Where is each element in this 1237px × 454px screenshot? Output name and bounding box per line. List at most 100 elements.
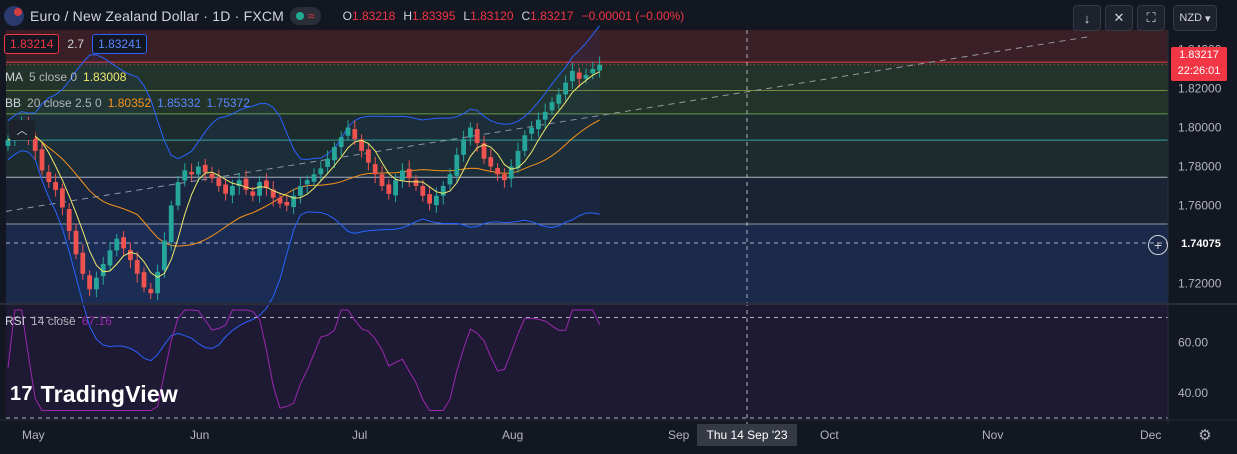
candle-body bbox=[413, 179, 419, 186]
tradingview-logo[interactable]: 17 TradingView bbox=[10, 381, 178, 407]
symbol-header: Euro / New Zealand Dollar · 1D · FXCM ≈ … bbox=[4, 5, 684, 27]
candle-body bbox=[311, 174, 317, 182]
symbol-title[interactable]: Euro / New Zealand Dollar · 1D · FXCM bbox=[30, 8, 285, 24]
candle-body bbox=[400, 170, 405, 181]
candle-body bbox=[379, 174, 385, 186]
market-status-pill[interactable]: ≈ bbox=[290, 7, 321, 25]
candle-body bbox=[148, 288, 154, 294]
candle-body bbox=[515, 150, 521, 169]
candle-body bbox=[87, 275, 92, 290]
rsi-tick-label: 60.00 bbox=[1178, 336, 1208, 350]
candle-body bbox=[196, 166, 201, 175]
zone-slate bbox=[6, 177, 1168, 225]
rsi-legend[interactable]: RSI 14 close 67.16 bbox=[5, 314, 112, 328]
gear-icon[interactable]: ⚙ bbox=[1198, 427, 1212, 444]
candle-body bbox=[420, 186, 426, 196]
candle-body bbox=[474, 129, 480, 144]
candle-body bbox=[536, 119, 541, 130]
candle-body bbox=[597, 64, 602, 71]
time-tick-label: Dec bbox=[1140, 428, 1161, 442]
candle-body bbox=[549, 102, 555, 111]
candle-body bbox=[39, 149, 45, 171]
ask-button[interactable]: 1.83241 bbox=[92, 34, 148, 54]
axes: 1.840001.820001.800001.780001.760001.720… bbox=[0, 30, 1237, 442]
bb-legend[interactable]: BB 20 close 2.5 0 1.80352 1.85332 1.7537… bbox=[5, 96, 250, 110]
candle-body bbox=[590, 69, 596, 74]
candle-body bbox=[230, 186, 235, 196]
candle-body bbox=[556, 94, 562, 104]
arrow-down-icon[interactable]: ↓ bbox=[1073, 5, 1101, 31]
market-open-icon bbox=[296, 12, 305, 20]
rsi-tick-label: 40.00 bbox=[1178, 386, 1208, 400]
zone-top bbox=[6, 30, 1168, 63]
candle-body bbox=[162, 240, 167, 271]
candle-body bbox=[332, 147, 337, 161]
candle-body bbox=[576, 72, 582, 79]
candle-body bbox=[73, 230, 79, 255]
last-price-label: 1.83217 22:26:01 bbox=[1171, 47, 1227, 81]
rsi-line bbox=[7, 309, 601, 411]
candle-body bbox=[542, 111, 548, 120]
time-tick-label: Aug bbox=[502, 428, 523, 442]
candle-body bbox=[583, 74, 589, 79]
currency-select[interactable]: NZD ▾ bbox=[1173, 5, 1217, 31]
candle-body bbox=[141, 272, 147, 288]
candle-body bbox=[53, 182, 58, 190]
candle-body bbox=[250, 191, 256, 196]
candle-body bbox=[60, 188, 65, 208]
candle-body bbox=[270, 189, 276, 198]
candle-body bbox=[66, 209, 72, 231]
chevron-up-icon: ︿ bbox=[16, 125, 28, 137]
candle-body bbox=[5, 140, 11, 147]
candle-body bbox=[468, 127, 473, 138]
candle-body bbox=[264, 180, 269, 188]
candle-body bbox=[202, 164, 208, 173]
ma-legend[interactable]: MA 5 close 0 1.83008 bbox=[5, 70, 127, 84]
candle-body bbox=[386, 184, 392, 194]
candlesticks bbox=[5, 56, 602, 301]
candle-body bbox=[182, 170, 188, 181]
candle-body bbox=[495, 168, 500, 175]
candle-body bbox=[134, 260, 140, 274]
candle-body bbox=[570, 70, 575, 82]
candle-body bbox=[345, 127, 351, 136]
candle-body bbox=[175, 182, 181, 206]
candle-body bbox=[80, 252, 86, 274]
collapse-arrows-icon[interactable]: ✕ bbox=[1105, 5, 1133, 31]
candle-body bbox=[298, 186, 303, 196]
candle-body bbox=[243, 178, 249, 190]
chart-toolbar: ↓ ✕ ⛶ bbox=[1073, 5, 1165, 31]
fullscreen-icon[interactable]: ⛶ bbox=[1137, 5, 1165, 31]
candle-body bbox=[121, 237, 126, 249]
bb-basis-line bbox=[7, 119, 600, 247]
candle-body bbox=[502, 174, 507, 181]
candle-body bbox=[481, 143, 487, 159]
candle-body bbox=[236, 180, 242, 186]
zone-blue bbox=[6, 224, 1168, 303]
time-tick-label: Nov bbox=[982, 428, 1003, 442]
candle-body bbox=[216, 178, 222, 186]
collapse-legend-button[interactable]: ︿ bbox=[9, 120, 35, 140]
candle-body bbox=[563, 82, 568, 95]
time-tick-label: Oct bbox=[820, 428, 839, 442]
candle-body bbox=[209, 173, 215, 179]
quote-panel: 1.83214 2.7 1.83241 bbox=[4, 34, 148, 54]
price-tick-label: 1.76000 bbox=[1178, 199, 1222, 213]
price-tick-label: 1.82000 bbox=[1178, 82, 1222, 96]
candle-body bbox=[372, 164, 378, 175]
chevron-down-icon: ▾ bbox=[1205, 12, 1211, 25]
candle-body bbox=[277, 197, 283, 204]
zone-green bbox=[6, 62, 1168, 114]
price-change: −0.00001 (−0.00%) bbox=[581, 9, 685, 23]
bb-lower-line bbox=[7, 150, 600, 362]
candle-body bbox=[461, 139, 466, 155]
candle-body bbox=[359, 139, 364, 151]
add-alert-icon[interactable]: + bbox=[1148, 235, 1168, 255]
bid-button[interactable]: 1.83214 bbox=[4, 34, 60, 54]
candle-body bbox=[291, 195, 296, 208]
candle-body bbox=[223, 184, 228, 194]
candle-body bbox=[508, 166, 514, 179]
candle-body bbox=[522, 135, 528, 151]
candle-body bbox=[338, 137, 344, 147]
